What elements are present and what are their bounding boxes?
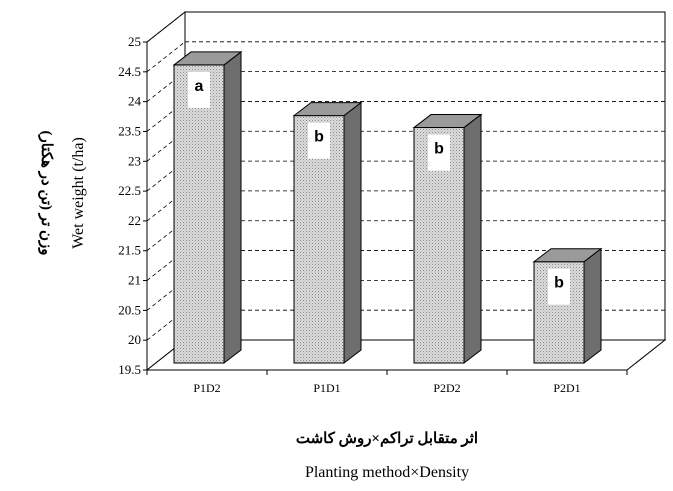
- bar-top: [292, 102, 363, 117]
- bars: a b b b: [172, 50, 603, 365]
- y-axis-title: Wet weight (t/ha): [70, 137, 87, 249]
- bar-side: [583, 247, 602, 365]
- bar: a: [172, 50, 243, 365]
- y-tick-label: 20: [128, 332, 141, 347]
- y-tick-label: 23.5: [118, 123, 141, 138]
- bar-side: [343, 101, 362, 365]
- bar-label: b: [434, 141, 444, 158]
- gridline-diagonal: [146, 220, 186, 252]
- bar-label-box: [548, 268, 570, 305]
- bar: b: [412, 113, 483, 365]
- bar: b: [292, 101, 363, 365]
- y-tick-label: 24: [128, 94, 142, 109]
- x-tick-label: P2D2: [433, 381, 460, 395]
- bar-top: [532, 248, 603, 263]
- bar-label: b: [554, 275, 564, 292]
- bar-front: [173, 64, 225, 364]
- x-tick-label: P1D1: [313, 381, 340, 395]
- bar-label: a: [195, 78, 204, 95]
- x-tick-label: P2D1: [553, 381, 580, 395]
- gridline-diagonal: [146, 190, 186, 222]
- y-tick-label: 21.5: [118, 243, 141, 258]
- y-tick-label: 24.5: [118, 64, 141, 79]
- gridline-diagonal: [146, 309, 186, 341]
- x-axis-title: Planting method×Density: [305, 464, 469, 481]
- y-tick-label: 22: [128, 213, 141, 228]
- gridline-diagonal: [146, 101, 186, 132]
- gridline-diagonal: [146, 130, 186, 162]
- bar-side: [463, 113, 482, 365]
- bar-label-box: [188, 71, 210, 108]
- bar-top: [412, 114, 483, 129]
- y-tick-label: 20.5: [118, 302, 141, 317]
- gridline-diagonal: [146, 280, 186, 311]
- y-tick-label: 19.5: [118, 362, 141, 377]
- bar-label-box: [428, 134, 450, 171]
- x-tick-label: P1D2: [193, 381, 220, 395]
- bar-side: [223, 50, 242, 365]
- bar: b: [532, 247, 603, 365]
- gridline-diagonal: [146, 250, 186, 281]
- gridline-diagonal: [146, 11, 186, 43]
- y-tick-label: 23: [128, 153, 141, 168]
- y-tick-label: 22.5: [118, 183, 141, 198]
- x-axis-title-persian: اثر متقابل تراکم×روش کاشت: [296, 431, 478, 447]
- bar-label: b: [314, 129, 324, 146]
- y-tick-label: 21: [128, 273, 141, 288]
- y-tick-label: 25: [128, 34, 141, 49]
- x-ticks: P1D2 P1D1 P2D2 P2D1: [146, 370, 628, 395]
- gridline-diagonal: [146, 41, 186, 73]
- y-axis-title-persian: وزن تر (تن در هکتار): [38, 131, 54, 256]
- bar-label-box: [308, 122, 330, 159]
- gridline-diagonal: [146, 71, 186, 102]
- bar-top: [172, 51, 243, 66]
- y-ticks: 19.5 20 20.5 21 21.5 22 22.5 23 23.5 24 24.5 25: [118, 34, 147, 377]
- gridline-diagonal: [146, 160, 186, 192]
